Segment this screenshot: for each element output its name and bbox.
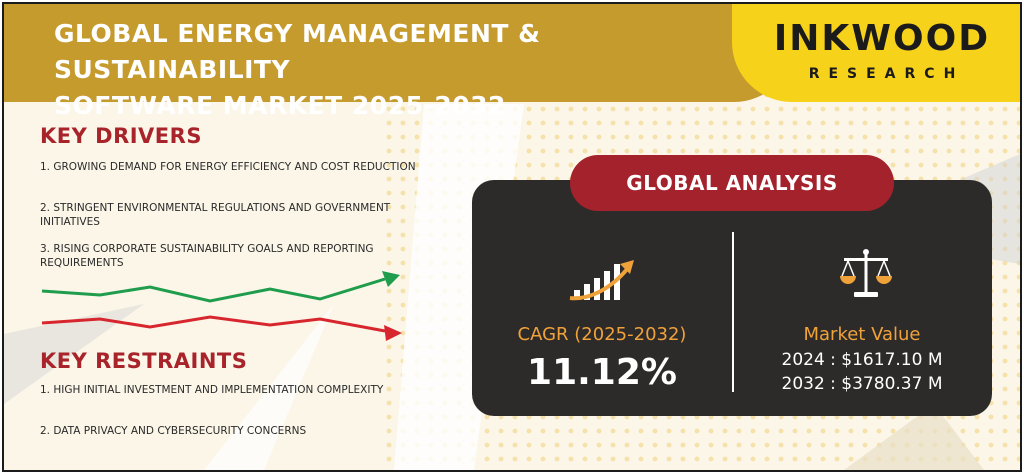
- market-value-label: Market Value: [803, 324, 921, 345]
- title-line-1: GLOBAL ENERGY MANAGEMENT & SUSTAINABILIT…: [54, 19, 541, 84]
- driver-item-1: 1. GROWING DEMAND FOR ENERGY EFFICIENCY …: [40, 161, 416, 173]
- driver-item-3: 3. RISING CORPORATE SUSTAINABILITY GOALS…: [40, 243, 374, 269]
- brand-logo: INKWOOD RESEARCH: [732, 4, 1020, 102]
- key-restraints-title: KEY RESTRAINTS: [40, 349, 248, 373]
- up-trend-arrow: [41, 277, 386, 303]
- down-trend-arrow: [41, 315, 386, 333]
- title-line-2: SOFTWARE MARKET 2025-2032: [54, 91, 506, 120]
- cagr-label: CAGR (2025-2032): [517, 324, 687, 345]
- market-value-2032: 2032 : $3780.37 M: [781, 374, 943, 394]
- brand-subtitle: RESEARCH: [808, 66, 965, 82]
- header-banner: GLOBAL ENERGY MANAGEMENT & SUSTAINABILIT…: [4, 4, 794, 120]
- cagr-value: 11.12%: [527, 352, 677, 393]
- trend-lines: [41, 271, 402, 341]
- key-drivers-title: KEY DRIVERS: [40, 124, 202, 148]
- panel-divider: [732, 232, 734, 392]
- global-analysis-title: GLOBAL ANALYSIS: [570, 155, 894, 211]
- balance-scale-icon: [840, 249, 892, 297]
- market-value-2024: 2024 : $1617.10 M: [781, 350, 943, 370]
- restraint-item-1: 1. HIGH INITIAL INVESTMENT AND IMPLEMENT…: [40, 384, 384, 396]
- growth-chart-icon: [569, 260, 634, 301]
- driver-item-2: 2. STRINGENT ENVIRONMENTAL REGULATIONS A…: [40, 202, 391, 228]
- restraint-item-2: 2. DATA PRIVACY AND CYBERSECURITY CONCER…: [40, 425, 307, 437]
- page-title: GLOBAL ENERGY MANAGEMENT & SUSTAINABILIT…: [54, 16, 754, 124]
- down-arrowhead: [384, 325, 402, 341]
- up-arrowhead: [382, 271, 400, 287]
- brand-name: INKWOOD: [773, 18, 991, 59]
